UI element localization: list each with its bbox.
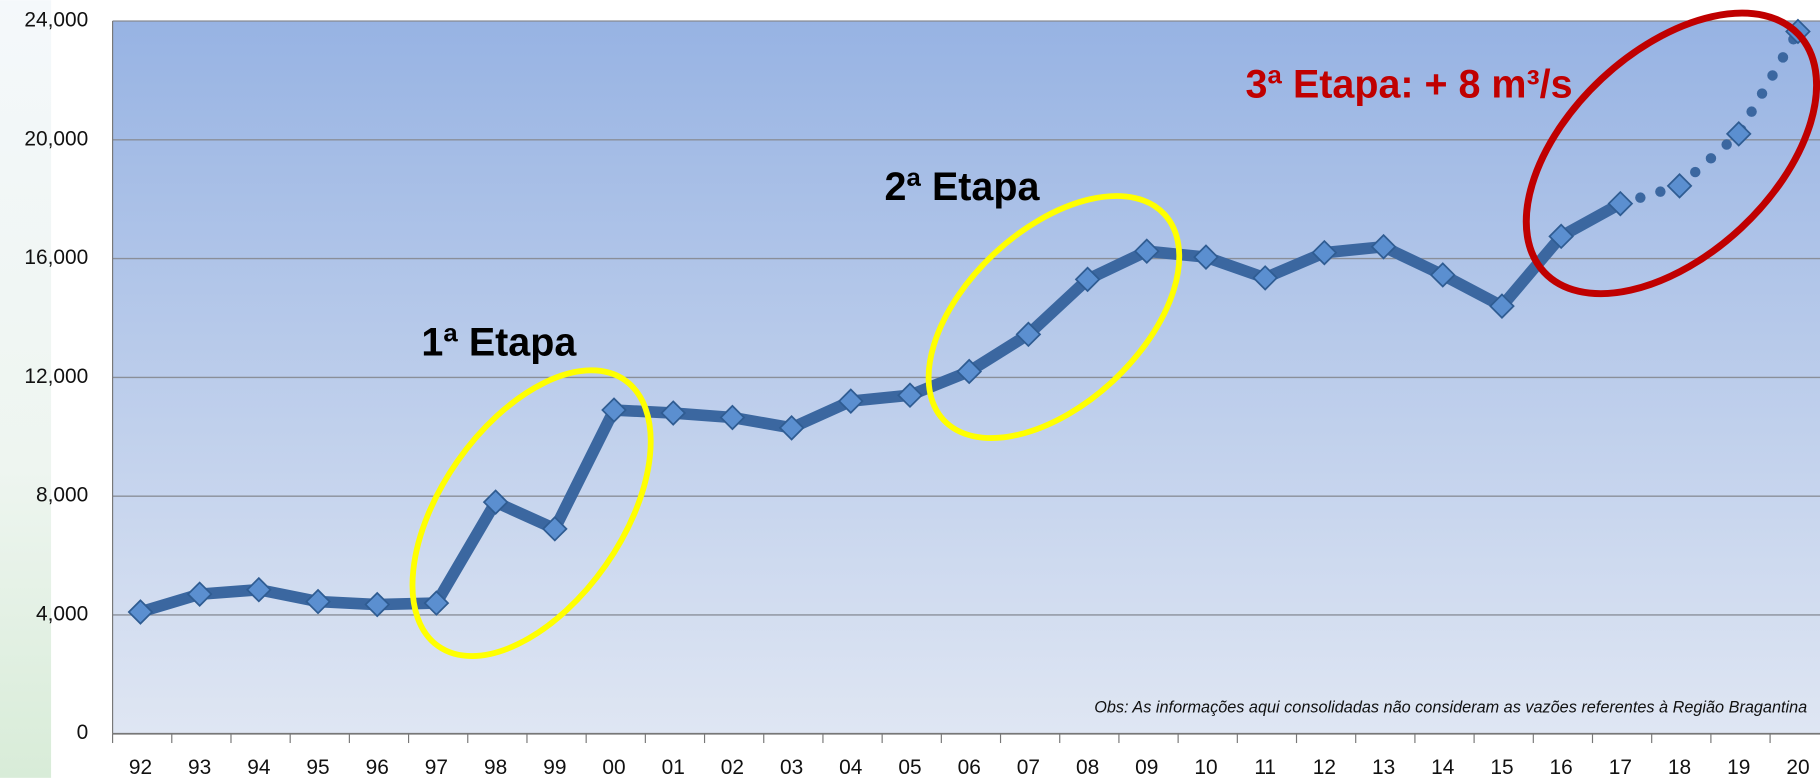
x-tick-label: 08 — [1076, 756, 1099, 778]
x-tick-label: 93 — [188, 756, 211, 778]
x-tick-label: 06 — [958, 756, 981, 778]
y-tick-label: 12,000 — [24, 365, 88, 388]
marker — [1074, 266, 1101, 293]
x-tick-label: 17 — [1609, 756, 1632, 778]
x-tick-label: 14 — [1431, 756, 1454, 778]
highlight-ellipse — [925, 193, 1183, 441]
marker — [1725, 121, 1752, 147]
marker — [897, 382, 923, 409]
y-tick-label: 16,000 — [24, 246, 88, 269]
marker — [423, 590, 450, 616]
x-tick-label: 09 — [1135, 756, 1158, 778]
marker — [601, 397, 627, 423]
x-tick-label: 02 — [721, 756, 744, 778]
x-tick-label: 13 — [1372, 756, 1395, 778]
x-tick-label: 07 — [1017, 756, 1040, 778]
x-tick-label: 95 — [306, 756, 329, 778]
x-tick-label: 19 — [1727, 756, 1750, 778]
x-tick-label: 97 — [425, 756, 448, 778]
marker — [660, 400, 687, 426]
y-tick-label: 24,000 — [24, 9, 88, 32]
marker — [1429, 262, 1456, 288]
marker — [305, 588, 331, 615]
annotation: 1ª Etapa — [421, 320, 577, 364]
highlight-ellipse — [409, 367, 654, 659]
x-tick-label: 96 — [366, 756, 389, 778]
marker — [837, 388, 864, 414]
left-strip — [0, 0, 52, 778]
y-tick-label: 20,000 — [24, 127, 88, 150]
marker — [127, 599, 154, 625]
highlight-ellipse — [1522, 9, 1820, 298]
x-tick-label: 16 — [1550, 756, 1573, 778]
x-tick-label: 01 — [662, 756, 685, 778]
marker — [1489, 293, 1515, 319]
marker — [482, 489, 509, 515]
marker — [541, 515, 568, 542]
x-tick-label: 99 — [543, 756, 566, 778]
marker — [364, 591, 391, 618]
x-tick-label: 98 — [484, 756, 507, 778]
x-tick-label: 04 — [839, 756, 862, 778]
x-tick-label: 12 — [1313, 756, 1336, 778]
x-tick-label: 11 — [1254, 756, 1276, 778]
y-tick-label: 8,000 — [36, 484, 88, 507]
x-tick-label: 05 — [898, 756, 921, 778]
annotation: 3ª Etapa: + 8 m³/s — [1245, 63, 1572, 107]
x-tick-label: 00 — [602, 756, 625, 778]
y-tick-label: 4,000 — [36, 602, 88, 625]
marker — [778, 415, 805, 441]
x-tick-label: 18 — [1668, 756, 1691, 778]
marker — [1193, 244, 1219, 270]
x-tick-label: 03 — [780, 756, 803, 778]
x-tick-label: 10 — [1194, 756, 1217, 778]
marker — [246, 576, 272, 603]
marker — [1548, 223, 1574, 250]
marker — [1666, 173, 1693, 199]
marker — [1133, 238, 1160, 265]
annotation: 2ª Etapa — [884, 165, 1040, 209]
marker — [956, 358, 983, 385]
marker — [1252, 265, 1279, 291]
marker — [186, 581, 213, 608]
x-tick-label: 92 — [129, 756, 152, 778]
marker — [1607, 190, 1634, 217]
x-tick-label: 94 — [247, 756, 270, 778]
marker — [1370, 233, 1397, 260]
marker — [719, 404, 746, 431]
y-tick-label: 0 — [77, 721, 89, 744]
marker — [1015, 321, 1042, 348]
x-tick-label: 15 — [1490, 756, 1513, 778]
note: Obs: As informações aqui consolidadas nã… — [1094, 698, 1807, 716]
marker — [1311, 239, 1338, 266]
x-tick-label: 20 — [1786, 756, 1809, 778]
